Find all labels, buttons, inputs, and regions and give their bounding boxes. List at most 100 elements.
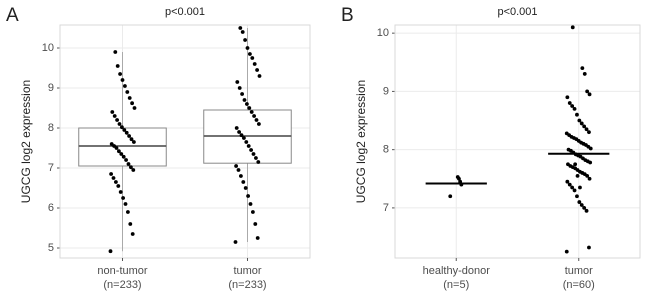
data-point [242,98,247,102]
data-point [234,164,239,168]
data-point [113,50,118,54]
data-point [240,92,245,96]
data-point [131,168,136,172]
data-point [580,66,585,71]
data-point [119,152,124,156]
data-point [111,176,116,180]
y-tick-label: 5 [48,242,54,254]
data-point [117,122,122,126]
data-point [584,208,589,213]
data-point [582,72,587,76]
data-point [257,122,261,126]
x-tick-count: (n=5) [443,279,469,291]
data-point [251,152,256,156]
y-tick-label: 8 [383,144,389,156]
data-point [237,130,242,134]
data-point [238,26,243,30]
data-point [237,86,242,90]
data-point [242,136,246,140]
data-point [243,186,248,190]
data-point [246,144,251,148]
data-point [579,203,584,207]
data-point [567,182,572,187]
data-point [570,185,575,190]
data-point [239,174,243,178]
data-point [245,46,250,50]
data-point [241,180,246,184]
x-tick-label: tumor [565,265,593,277]
data-point [254,118,259,122]
data-point [123,84,127,88]
data-point [587,130,591,135]
data-point [584,127,589,132]
x-tick-label: tumor [233,265,261,277]
data-point [127,134,131,138]
data-point [236,168,241,172]
data-point [579,121,584,126]
data-point [115,118,119,122]
chart-title: p<0.001 [497,6,537,18]
data-point [250,56,255,60]
data-point [118,190,123,194]
data-point [570,104,575,108]
data-point [249,148,254,152]
data-point [120,125,124,130]
data-point [234,126,239,130]
y-tick-label: 7 [383,202,389,214]
data-point [124,158,128,162]
data-point [110,110,115,114]
y-axis-title: UGCG log2 expression [354,80,368,203]
x-tick-count: (n=60) [563,279,595,291]
data-point [564,131,569,136]
data-point [128,222,133,226]
chart-title: p<0.001 [165,6,205,18]
data-point [257,74,262,78]
x-tick-label: non-tumor [97,265,147,277]
data-point [575,194,579,199]
data-point [575,112,579,117]
data-point [587,176,592,181]
data-point [572,106,577,111]
data-point [118,72,122,76]
data-point [253,222,258,226]
panel-letter: A [6,5,19,26]
data-point [251,210,255,214]
data-point [108,249,113,254]
data-point [254,156,258,160]
data-point [125,90,130,94]
y-tick-label: 10 [42,42,54,54]
data-point [566,147,571,152]
data-point [564,249,569,254]
x-tick-count: (n=233) [103,279,141,291]
data-point [248,202,253,206]
data-point [233,240,238,244]
y-tick-label: 9 [383,85,389,97]
data-point [121,154,126,159]
data-point [129,165,133,170]
data-point [567,101,572,105]
data-point [582,124,587,129]
data-point [115,64,120,68]
data-point [126,210,130,214]
data-point [249,110,254,114]
data-point [245,102,249,106]
data-point [239,133,244,138]
data-point [109,142,114,146]
data-point [255,68,259,72]
data-point [127,96,132,100]
data-point [578,185,582,190]
y-tick-label: 7 [48,162,54,174]
plot-frame [394,24,641,259]
panel-letter: B [341,5,354,26]
data-point [246,194,251,198]
data-point [109,172,113,176]
data-point [244,140,249,144]
y-tick-label: 8 [48,122,54,134]
x-tick-label: healthy-donor [423,265,491,277]
data-point [448,194,453,199]
data-point [585,89,590,94]
data-point [587,245,591,250]
box [78,127,167,167]
data-point [126,162,131,166]
plot-frame [59,24,311,259]
